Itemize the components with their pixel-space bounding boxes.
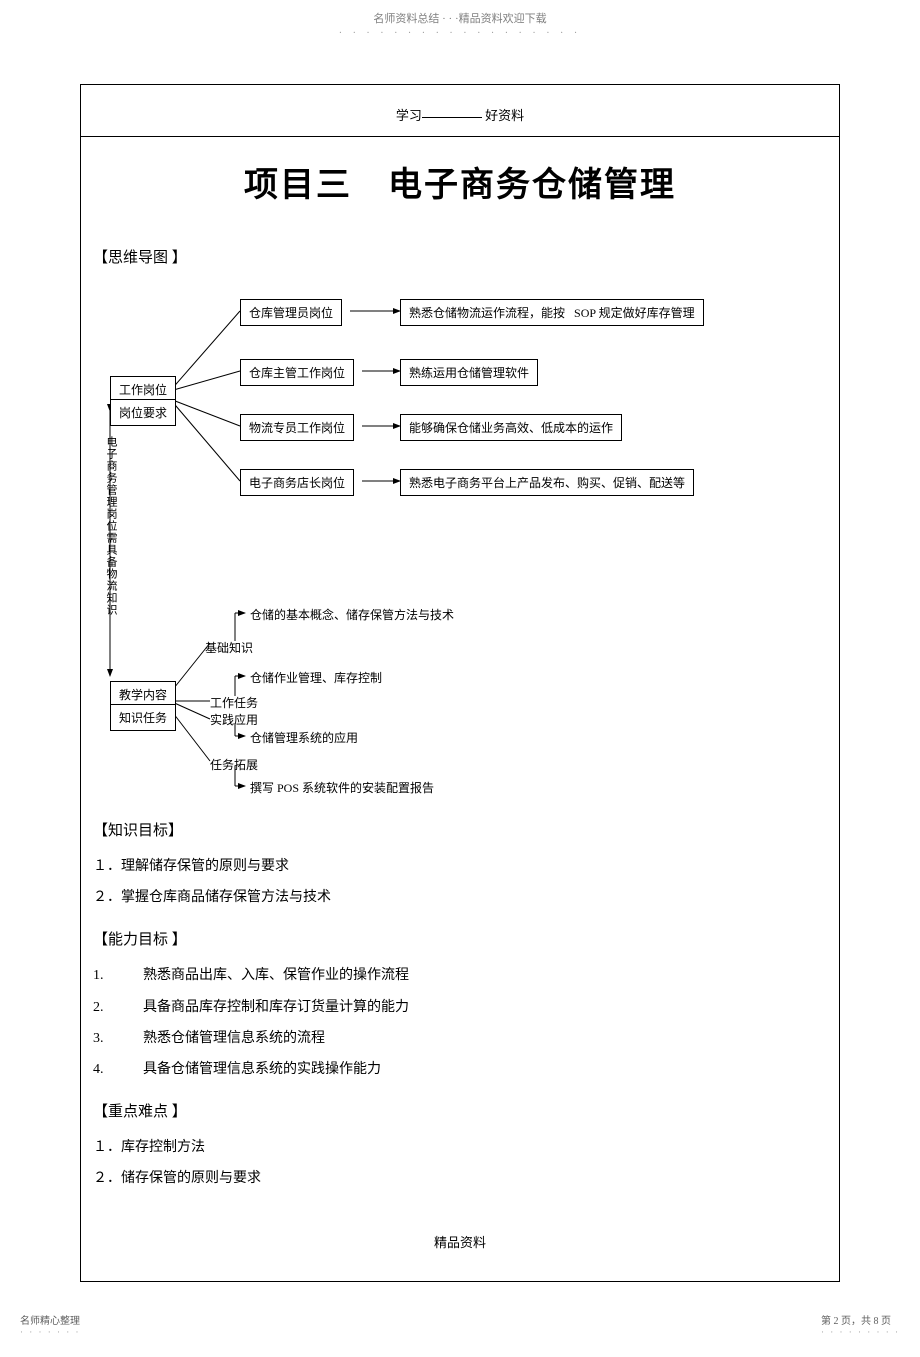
ability-goal-2: 2.具备商品库存控制和库存订货量计算的能力 — [93, 995, 827, 1020]
knowledge-goal-1: １．理解储存保管的原则与要求 — [93, 854, 827, 879]
knowledge-goal-2: ２．掌握仓库商品储存保管方法与技术 — [93, 885, 827, 910]
a4-text: 具备仓储管理信息系统的实践操作能力 — [143, 1062, 381, 1077]
main-title: 项目三 电子商务仓储管理 — [81, 157, 839, 206]
root-label: 电子商务管理岗位需具备物流知识 — [103, 436, 119, 616]
footer-right-dots: · · · · · · · · · — [821, 1327, 900, 1337]
footer-left: 名师精心整理 · · · · · · · — [20, 1312, 80, 1337]
learn-header: 学习 好资料 — [81, 105, 839, 124]
task-t1: 仓储的基本概念、储存保管方法与技术 — [250, 606, 454, 623]
box-knowledge-task: 知识任务 — [110, 704, 176, 731]
section-knowledge-goal: 【知识目标】 — [93, 819, 827, 840]
keypoint-2: ２．储存保管的原则与要求 — [93, 1166, 827, 1191]
footer-right-text: 第 2 页，共 8 页 — [821, 1312, 900, 1327]
label-work: 工作任务 — [210, 694, 258, 711]
box-pos3: 物流专员工作岗位 — [240, 414, 354, 441]
box-pos4: 电子商务店长岗位 — [240, 469, 354, 496]
keypoint-1: １．库存控制方法 — [93, 1135, 827, 1160]
footer-left-text: 名师精心整理 — [20, 1312, 80, 1327]
ability-goal-3: 3.熟悉仓储管理信息系统的流程 — [93, 1026, 827, 1051]
req1b: SOP 规定做好库存管理 — [574, 306, 695, 320]
a4-num: 4. — [93, 1057, 143, 1082]
page-content: 学习 好资料 项目三 电子商务仓储管理 【思维导图 】 — [80, 84, 840, 1282]
mindmap-diagram: 电子商务管理岗位需具备物流知识 工作岗位 岗位要求 仓库管理员岗位 仓库主管工作… — [100, 281, 820, 801]
label-extend: 任务拓展 — [210, 756, 258, 773]
section-ability-goal: 【能力目标 】 — [93, 928, 827, 949]
footer-right: 第 2 页，共 8 页 · · · · · · · · · — [821, 1312, 900, 1337]
footer-left-dots: · · · · · · · — [20, 1327, 80, 1337]
a2-num: 2. — [93, 995, 143, 1020]
box-pos1: 仓库管理员岗位 — [240, 299, 342, 326]
page-footer: 名师精心整理 · · · · · · · 第 2 页，共 8 页 · · · ·… — [0, 1302, 920, 1357]
label-practice: 实践应用 — [210, 711, 258, 728]
section-keypoints: 【重点难点 】 — [93, 1100, 827, 1121]
task-t4: 撰写 POS 系统软件的安装配置报告 — [250, 779, 434, 796]
box-req3: 能够确保仓储业务高效、低成本的运作 — [400, 414, 622, 441]
box-req4: 熟悉电子商务平台上产品发布、购买、促销、配送等 — [400, 469, 694, 496]
a3-num: 3. — [93, 1026, 143, 1051]
divider — [81, 136, 839, 137]
box-req2: 熟练运用仓储管理软件 — [400, 359, 538, 386]
a1-text: 熟悉商品出库、入库、保管作业的操作流程 — [143, 968, 409, 983]
box-pos2: 仓库主管工作岗位 — [240, 359, 354, 386]
center-footer: 精品资料 — [81, 1232, 839, 1251]
task-t3: 仓储管理系统的应用 — [250, 729, 358, 746]
ability-goal-1: 1.熟悉商品出库、入库、保管作业的操作流程 — [93, 963, 827, 988]
a2-text: 具备商品库存控制和库存订货量计算的能力 — [143, 1000, 409, 1015]
box-position-req: 岗位要求 — [110, 399, 176, 426]
label-basic: 基础知识 — [205, 639, 253, 656]
a3-text: 熟悉仓储管理信息系统的流程 — [143, 1031, 325, 1046]
box-req1: 熟悉仓储物流运作流程，能按 SOP 规定做好库存管理 — [400, 299, 704, 326]
ability-goal-4: 4.具备仓储管理信息系统的实践操作能力 — [93, 1057, 827, 1082]
task-t2: 仓储作业管理、库存控制 — [250, 669, 382, 686]
learn-suffix: 好资料 — [482, 108, 524, 123]
header-dots: · · · · · · · · · · · · · · · · · · — [0, 28, 920, 39]
learn-prefix: 学习 — [396, 108, 422, 123]
section-mindmap: 【思维导图 】 — [93, 246, 827, 267]
a1-num: 1. — [93, 963, 143, 988]
header-text: 名师资料总结 · · ·精品资料欢迎下载 — [373, 13, 546, 25]
top-header: 名师资料总结 · · ·精品资料欢迎下载 · · · · · · · · · ·… — [0, 0, 920, 44]
req1a: 熟悉仓储物流运作流程，能按 — [409, 306, 565, 320]
